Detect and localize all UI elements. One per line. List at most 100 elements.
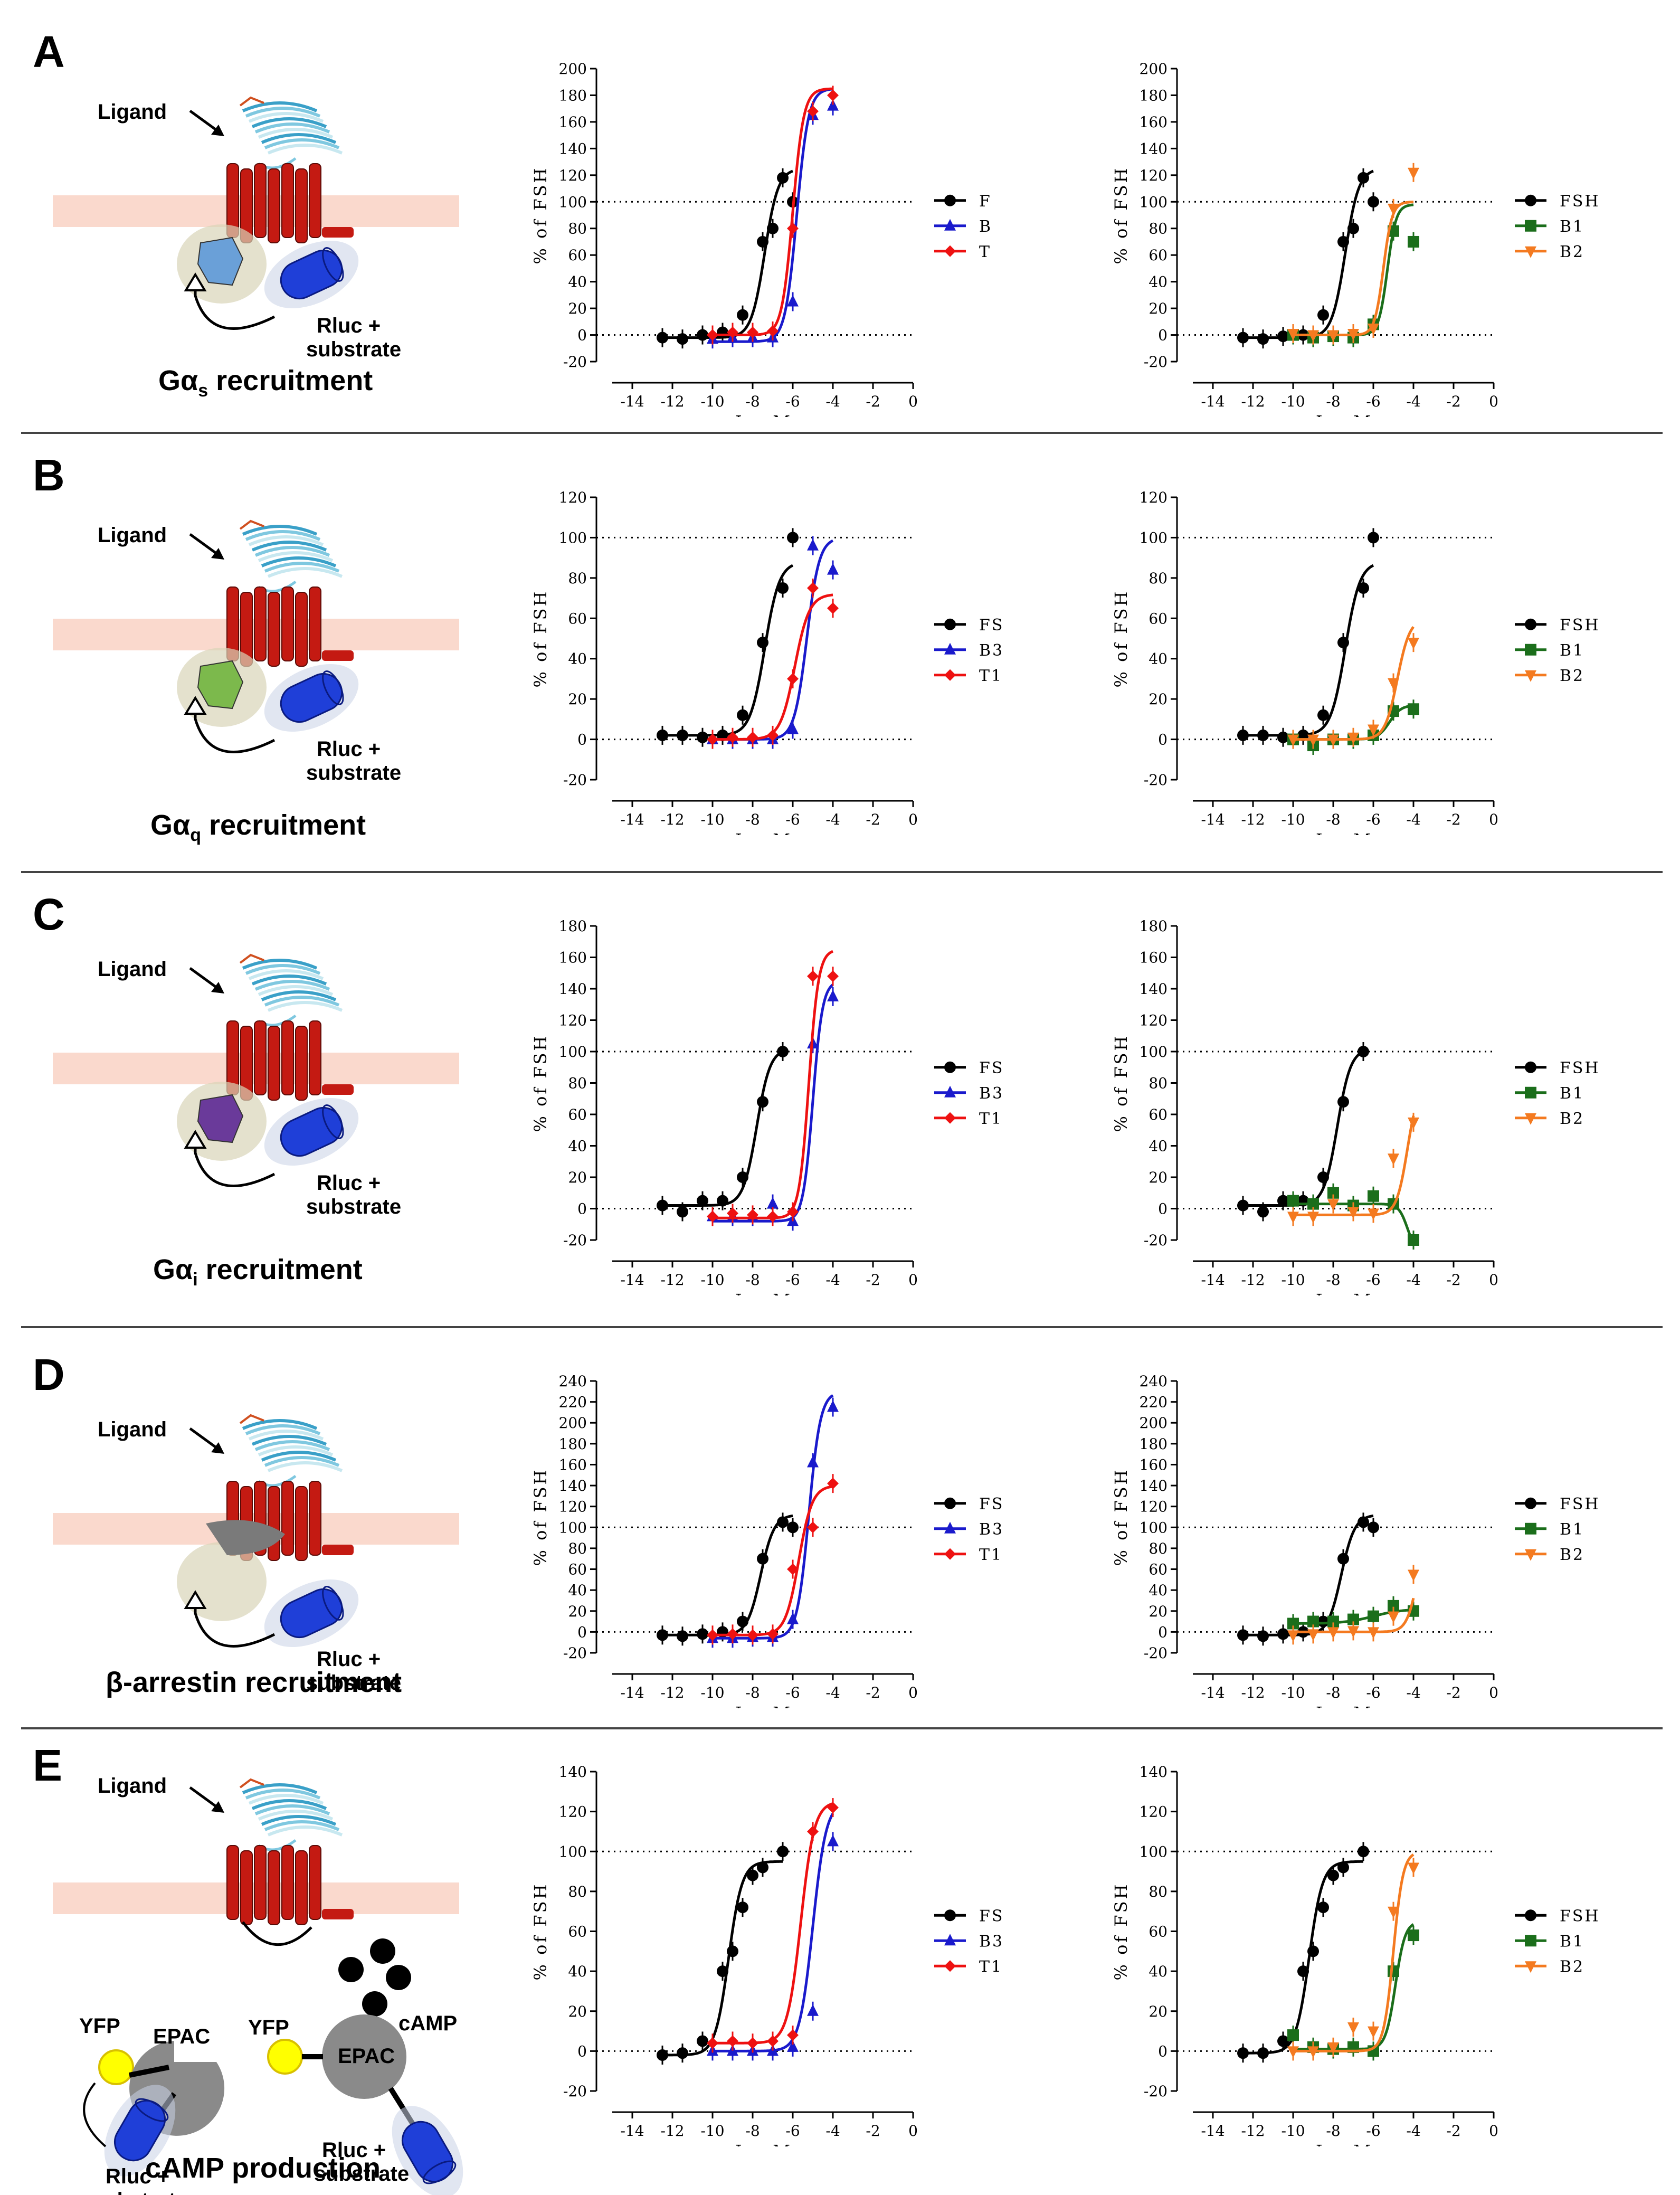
y-tick-label: 40 (568, 650, 587, 668)
data-point-fsh (1277, 2035, 1289, 2047)
data-point-b2 (1287, 1630, 1299, 1642)
substrate-label: substrate (306, 1671, 401, 1695)
data-point-t1 (767, 1628, 779, 1640)
legend-label-fsh: FSH (979, 1907, 1003, 1925)
helix (295, 1026, 308, 1101)
epac-icon (322, 2014, 406, 2099)
x-tick-label: -8 (745, 811, 760, 828)
g-protein-icon (197, 236, 244, 286)
x-tick-label: -2 (866, 2122, 880, 2140)
x-tick-label: -12 (1241, 1271, 1265, 1289)
y-tick-label: 40 (1149, 273, 1168, 291)
x-tick-label: 0 (1489, 1684, 1498, 1701)
x-tick-label: -2 (866, 1684, 880, 1701)
data-point-fsh (737, 709, 748, 721)
helix (254, 163, 267, 238)
y-tick-label: 80 (568, 1075, 587, 1092)
data-point-t1 (767, 1210, 779, 1223)
y-axis-label: % of FSH (530, 1034, 550, 1132)
data-point-b2 (1307, 1212, 1319, 1224)
y-tick-label: 40 (568, 273, 587, 291)
y-tick-label: 120 (559, 1803, 587, 1821)
ligand-label: Ligand (98, 100, 167, 124)
chart-d-left: -20020406080100120140160180200220240-14-… (530, 1373, 1003, 1708)
helix (268, 1850, 280, 1925)
data-point-b1 (1307, 1615, 1319, 1628)
data-point-fsh (1368, 1521, 1379, 1534)
data-point-b2 (1287, 329, 1299, 341)
y-tick-label: 0 (1158, 1623, 1168, 1641)
y-tick-label: 220 (559, 1394, 587, 1411)
helix (309, 163, 321, 238)
x-tick-label: -6 (785, 811, 800, 828)
x-tick-label: 0 (908, 2122, 918, 2140)
legend-label-b2: B2 (1560, 667, 1584, 685)
data-point-fsh (1358, 172, 1369, 184)
y-tick-label: 40 (568, 1963, 587, 1980)
x-tick-label: -6 (1366, 2122, 1380, 2140)
fit-curve-fsh (1243, 169, 1374, 339)
data-point-b1 (1287, 1195, 1299, 1207)
x-tick-label: 0 (908, 811, 918, 828)
data-point-b2 (1347, 1207, 1359, 1219)
y-tick-label: 40 (568, 1138, 587, 1155)
data-point-fsh (677, 1630, 688, 1642)
data-point-fsh (1257, 1630, 1269, 1642)
x-tick-label: -6 (785, 2122, 800, 2140)
data-point-fsh (697, 1628, 708, 1640)
y-axis-label: % of FSH (530, 1882, 550, 1981)
y-tick-label: 100 (1140, 193, 1168, 211)
x-tick-label: 0 (1489, 393, 1498, 410)
data-point-fsh (1327, 1869, 1339, 1881)
y-tick-label: 180 (1140, 87, 1168, 104)
arrestin-icon (206, 1520, 285, 1555)
data-point-t1 (747, 326, 758, 338)
ligand-arrow (189, 109, 220, 134)
x-tick-label: -12 (660, 1684, 684, 1701)
legend-marker (944, 1497, 956, 1509)
y-tick-label: 160 (559, 113, 587, 131)
legend-marker (1525, 194, 1536, 206)
data-point-fsh (767, 222, 779, 234)
x-tick-label: -4 (825, 1684, 840, 1701)
data-point-t1 (727, 326, 738, 338)
data-point-b2 (1408, 1569, 1419, 1582)
data-point-t1 (807, 970, 819, 982)
x-tick-label: -6 (1366, 811, 1380, 828)
helix (268, 168, 280, 243)
legend-label-fsh: FSH (1560, 1059, 1600, 1077)
substrate-label: substrate (92, 2189, 187, 2195)
x-tick-label: -8 (745, 1684, 760, 1701)
data-point-fsh (697, 1195, 708, 1207)
x-axis-label: Log M (1316, 1290, 1371, 1295)
y-tick-label: 40 (1149, 1582, 1168, 1599)
rluc-label: Rluc + (317, 737, 381, 761)
legend-marker (1525, 246, 1536, 258)
data-point-b2 (1368, 2026, 1379, 2038)
fit-curve-fsh (662, 1514, 793, 1636)
fit-curve-fsh (1243, 1860, 1363, 2055)
data-point-t1 (827, 970, 839, 982)
data-point-b1 (1287, 2029, 1299, 2041)
helix (226, 1845, 239, 1920)
legend-label-b2: B2 (1560, 1957, 1584, 1976)
legend-label-fsh: FSH (1560, 1495, 1600, 1513)
y-tick-label: 220 (1140, 1394, 1168, 1411)
legend-marker (1525, 644, 1536, 656)
ligand-label: Ligand (98, 1774, 167, 1797)
data-point-fsh (1317, 709, 1329, 721)
yfp-label: YFP (248, 2016, 289, 2039)
data-point-b1 (1347, 1613, 1359, 1625)
data-point-b2 (1408, 1117, 1419, 1129)
x-axis-label: Log M (1316, 2141, 1371, 2146)
rluc-label: Rluc + (106, 2165, 169, 2188)
x-tick-label: -2 (1446, 811, 1460, 828)
x-tick-label: -2 (1446, 1684, 1460, 1701)
y-tick-label: 0 (577, 1623, 587, 1641)
x-tick-label: -12 (660, 1271, 684, 1289)
x-tick-label: -10 (700, 393, 724, 410)
y-tick-label: 40 (1149, 1963, 1168, 1980)
legend-label-b1: B1 (1560, 217, 1584, 236)
y-tick-label: 80 (1149, 1540, 1168, 1557)
